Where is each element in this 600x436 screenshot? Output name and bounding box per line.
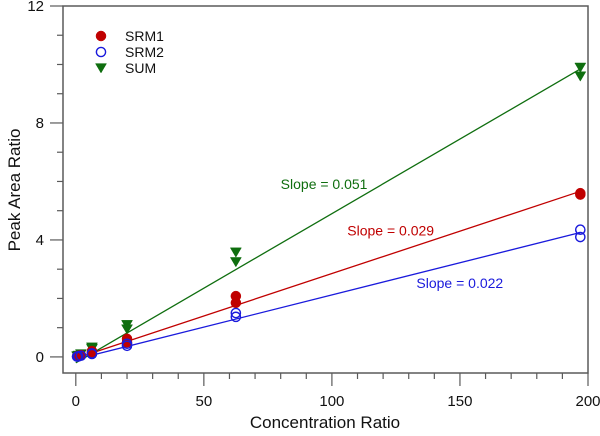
legend-marker — [95, 46, 107, 58]
plot-border — [62, 5, 589, 374]
legend-item-srm1: SRM1 — [95, 28, 164, 44]
legend-label: SRM2 — [125, 44, 164, 60]
x-tick-label: 150 — [447, 393, 472, 410]
x-tick-label: 200 — [575, 393, 600, 410]
x-axis-title: Concentration Ratio — [250, 413, 400, 432]
data-point — [574, 71, 587, 82]
series-srm2 — [71, 224, 586, 362]
slope-label-srm1: Slope = 0.029 — [347, 223, 434, 239]
legend-marker — [95, 30, 107, 42]
fit-lines — [75, 68, 581, 364]
data-point — [229, 257, 242, 268]
y-axis-title: Peak Area Ratio — [5, 129, 24, 252]
data-point — [575, 224, 586, 236]
legend-item-sum: SUM — [95, 60, 156, 76]
plot-frame — [62, 5, 589, 374]
data-point — [86, 348, 98, 360]
slope-annotations: Slope = 0.051 Slope = 0.029 Slope = 0.022 — [281, 176, 504, 291]
y-tick-label: 12 — [27, 0, 44, 15]
x-tick-label: 0 — [72, 393, 80, 410]
y-tick-label: 8 — [36, 115, 44, 132]
x-tick-label: 50 — [196, 393, 213, 410]
legend-marker — [95, 63, 107, 74]
data-point — [121, 340, 133, 352]
y-tick-label: 0 — [36, 349, 44, 366]
legend-item-srm2: SRM2 — [95, 44, 164, 60]
slope-label-sum: Slope = 0.051 — [281, 176, 368, 192]
data-point — [75, 350, 87, 362]
y-axis: 0 4 8 12 — [27, 0, 63, 366]
data-point — [121, 324, 133, 335]
data-point — [229, 247, 242, 258]
data-points — [71, 62, 587, 362]
y-tick-label: 4 — [36, 232, 44, 249]
data-point — [575, 189, 586, 200]
data-point — [230, 311, 242, 323]
legend-label: SUM — [125, 60, 156, 76]
x-axis: 0 50 100 150 200 — [72, 373, 600, 410]
legend-label: SRM1 — [125, 28, 164, 44]
fit-line-sum — [75, 68, 581, 364]
x-tick-label: 100 — [319, 393, 344, 410]
data-point — [575, 231, 586, 243]
data-point — [574, 62, 587, 73]
fit-line-srm1 — [75, 190, 581, 359]
slope-label-srm2: Slope = 0.022 — [416, 275, 503, 291]
series-sum — [71, 62, 587, 362]
data-point — [230, 307, 242, 319]
data-point — [230, 297, 242, 309]
fit-line-srm2 — [75, 231, 581, 360]
